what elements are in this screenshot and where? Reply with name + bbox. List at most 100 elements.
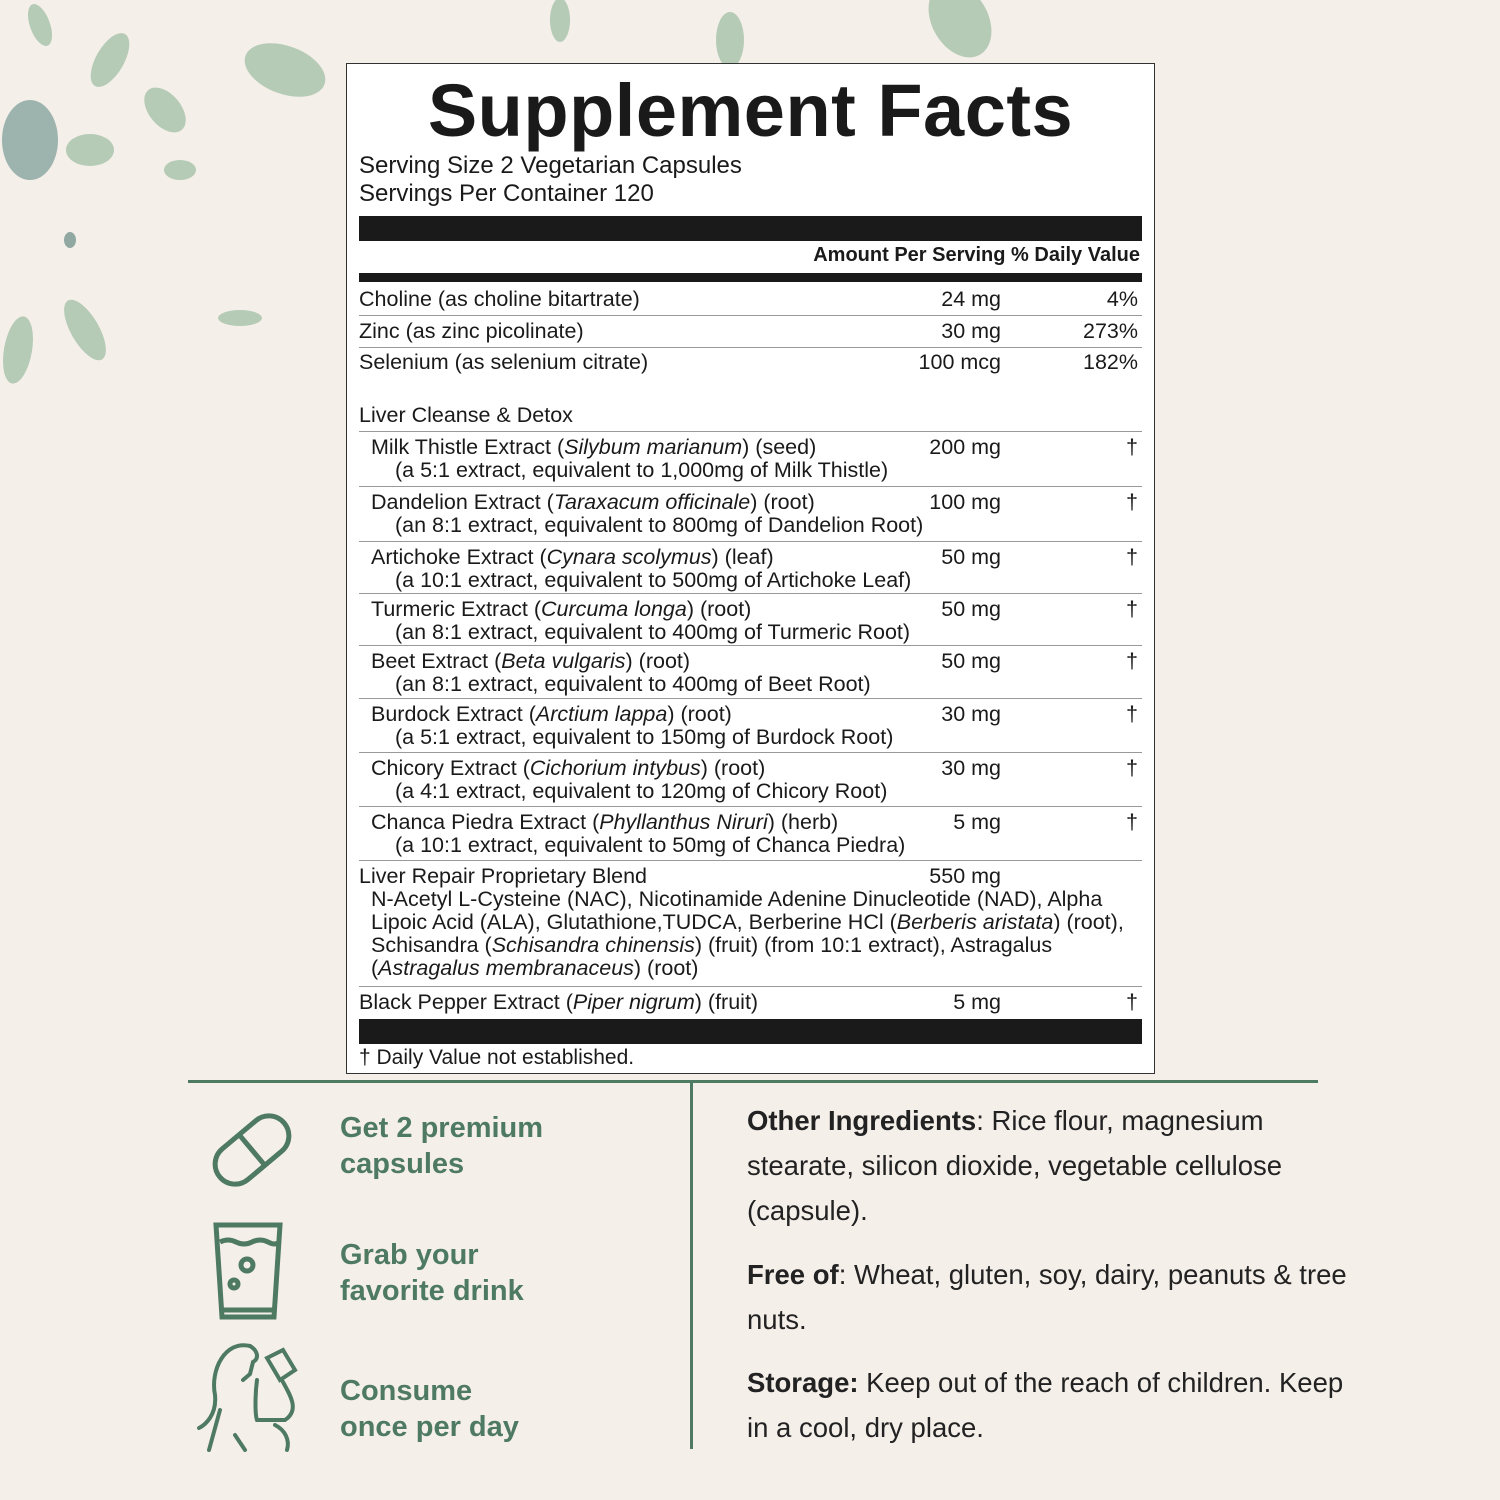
name-text: Milk Thistle Extract ( — [371, 435, 565, 459]
column-header: Amount Per Serving % Daily Value — [813, 244, 1140, 266]
daily-value: † — [1126, 990, 1138, 1014]
servings-per-container: Servings Per Container 120 — [359, 180, 654, 207]
blend-ingredient-text: ) (root), Schisandra ( — [371, 910, 1124, 957]
info-paragraph: Free of: Wheat, gluten, soy, dairy, pean… — [747, 1252, 1367, 1342]
name-text: Chicory Extract ( — [371, 756, 530, 780]
daily-value: 273% — [1083, 319, 1138, 343]
ingredient-name: Dandelion Extract (Taraxacum officinale)… — [371, 491, 1142, 514]
plant-part: ) (root) — [700, 756, 766, 780]
latin-name: Curcuma longa — [541, 597, 687, 621]
step-line: favorite drink — [340, 1275, 524, 1307]
ingredient-name: Chanca Piedra Extract (Phyllanthus Nirur… — [371, 811, 1142, 834]
blend-ingredient-text: Schisandra chinensis — [491, 933, 695, 957]
black-pepper-row: Black Pepper Extract (Piper nigrum) (fru… — [359, 987, 1142, 1019]
blend-ingredient-text: N-Acetyl L-Cysteine (NAC), Nicotinamide … — [371, 887, 1103, 934]
eucalyptus-leaves-decoration — [2, 0, 992, 384]
name-text: Burdock Extract ( — [371, 702, 536, 726]
blend-ingredient-text: Astragalus membranaceus — [378, 956, 634, 980]
info-label: Storage: — [747, 1367, 859, 1398]
plant-part: ) (root) — [667, 702, 732, 726]
divider-line — [188, 1080, 1318, 1083]
latin-name: Piper nigrum — [572, 990, 695, 1014]
divider-line — [690, 1081, 693, 1449]
daily-value: † — [1126, 702, 1138, 726]
extract-row: Chanca Piedra Extract (Phyllanthus Nirur… — [359, 807, 1142, 861]
extract-row: Milk Thistle Extract (Silybum marianum) … — [359, 432, 1142, 487]
plant-part: ) (leaf) — [711, 545, 774, 569]
capsule-icon — [212, 1113, 292, 1187]
step-line: Grab your — [340, 1239, 479, 1271]
step-line: once per day — [340, 1411, 519, 1443]
plant-part: ) (seed) — [742, 435, 817, 459]
ingredient-name: Artichoke Extract (Cynara scolymus) (lea… — [371, 546, 1142, 569]
daily-value: 182% — [1083, 350, 1138, 374]
nutrient-name: Selenium (as selenium citrate) — [359, 350, 649, 374]
blend-ingredients: N-Acetyl L-Cysteine (NAC), Nicotinamide … — [359, 888, 1142, 980]
amount: 100 mg — [929, 490, 1001, 514]
amount: 24 mg — [941, 287, 1001, 311]
amount: 30 mg — [941, 756, 1001, 780]
name-text: Chanca Piedra Extract ( — [371, 810, 600, 834]
plant-part: ) (fruit) — [694, 990, 759, 1014]
daily-value: † — [1126, 756, 1138, 780]
footnote: † Daily Value not established. — [359, 1046, 635, 1069]
ingredient-name: Black Pepper Extract (Piper nigrum) (fru… — [359, 991, 1142, 1014]
extract-detail: (a 4:1 extract, equivalent to 120mg of C… — [395, 779, 888, 803]
info-paragraph: Other Ingredients: Rice flour, magnesium… — [747, 1098, 1367, 1233]
info-label: Free of — [747, 1259, 839, 1290]
divider-bar — [359, 273, 1142, 282]
plant-part: ) (root) — [686, 597, 752, 621]
step-line: Get 2 premium — [340, 1112, 544, 1144]
extract-block: Turmeric Extract (Curcuma longa) (root)(… — [359, 598, 1142, 644]
blend-name: Liver Repair Proprietary Blend — [359, 864, 647, 888]
amount: 50 mg — [941, 649, 1001, 673]
daily-value: † — [1126, 597, 1138, 621]
extract-detail: (a 10:1 extract, equivalent to 50mg of C… — [395, 833, 906, 857]
woman-drinking-icon — [197, 1343, 298, 1452]
daily-value: † — [1126, 490, 1138, 514]
amount: 5 mg — [953, 990, 1001, 1014]
divider-bar — [359, 1019, 1142, 1044]
step-line: Consume — [340, 1375, 473, 1407]
amount: 50 mg — [941, 545, 1001, 569]
step-3: Consume once per day — [340, 1373, 519, 1445]
glass-icon — [213, 1222, 283, 1320]
amount: 50 mg — [941, 597, 1001, 621]
extract-detail: (an 8:1 extract, equivalent to 400mg of … — [395, 672, 871, 696]
ingredient-name: Turmeric Extract (Curcuma longa) (root) — [371, 598, 1142, 621]
extract-row: Artichoke Extract (Cynara scolymus) (lea… — [359, 542, 1142, 594]
name-text: Turmeric Extract ( — [371, 597, 542, 621]
amount: 550 mg — [929, 864, 1001, 888]
latin-name: Silybum marianum — [564, 435, 743, 459]
daily-value: † — [1126, 649, 1138, 673]
daily-value: † — [1126, 545, 1138, 569]
extract-block: Milk Thistle Extract (Silybum marianum) … — [359, 436, 1142, 482]
step-line: capsules — [340, 1148, 465, 1180]
latin-name: Taraxacum officinale — [553, 490, 751, 514]
blend-ingredient-text: ) (root) — [633, 956, 699, 980]
amount: 100 mcg — [918, 350, 1001, 374]
extract-block: Chicory Extract (Cichorium intybus) (roo… — [359, 757, 1142, 803]
blend-ingredient-text: ) (fruit) (from 10:1 extract), Astragalu… — [371, 933, 1053, 980]
plant-part: ) (root) — [625, 649, 691, 673]
name-text: Artichoke Extract ( — [371, 545, 547, 569]
supplement-facts-panel: Supplement Facts Serving Size 2 Vegetari… — [346, 63, 1155, 1074]
nutrient-row: Selenium (as selenium citrate) 100 mcg 182… — [359, 347, 1142, 379]
amount: 30 mg — [941, 319, 1001, 343]
info-paragraph: Storage: Keep out of the reach of childr… — [747, 1360, 1367, 1450]
info-text: Wheat, gluten, soy, dairy, peanuts & tre… — [747, 1259, 1347, 1335]
group-label: Liver Cleanse & Detox — [359, 403, 573, 427]
extract-detail: (a 10:1 extract, equivalent to 500mg of … — [395, 568, 912, 592]
ingredient-name: Milk Thistle Extract (Silybum marianum) … — [371, 436, 1142, 459]
daily-value: † — [1126, 435, 1138, 459]
latin-name: Cichorium intybus — [529, 756, 701, 780]
extract-row: Chicory Extract (Cichorium intybus) (roo… — [359, 753, 1142, 807]
latin-name: Beta vulgaris — [501, 649, 626, 673]
serving-size: Serving Size 2 Vegetarian Capsules — [359, 152, 742, 179]
info-text: Rice flour, magnesium stearate, silicon … — [747, 1105, 1283, 1226]
divider-bar — [359, 216, 1142, 241]
amount: 200 mg — [929, 435, 1001, 459]
blend-ingredient-text: Berberis aristata — [896, 910, 1054, 934]
extract-detail: (a 5:1 extract, equivalent to 1,000mg of… — [395, 458, 889, 482]
ingredient-name: Burdock Extract (Arctium lappa) (root) — [371, 703, 1142, 726]
